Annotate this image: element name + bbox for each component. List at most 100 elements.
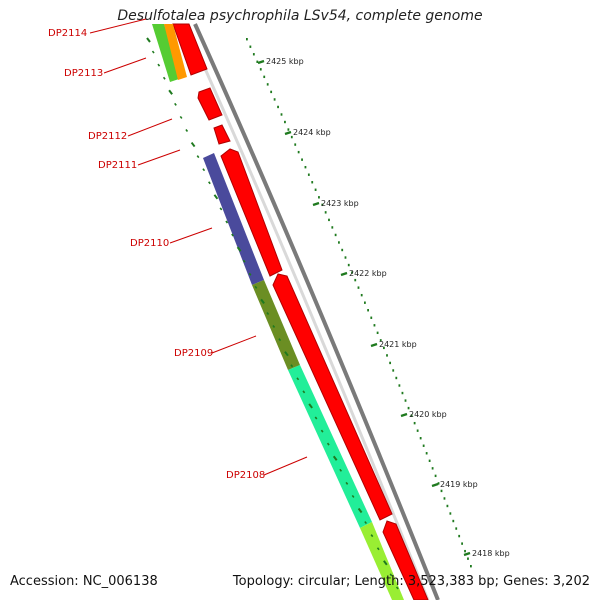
scale-minor-tick [311, 181, 314, 184]
scale-minor-tick [398, 384, 401, 387]
scale-tick-label: 2420 kbp [409, 410, 447, 419]
inner-tick [266, 311, 270, 315]
scale-minor-tick [446, 504, 449, 508]
gene-label[interactable]: DP2111 [98, 160, 137, 171]
gene-leader-line [169, 227, 213, 244]
inner-tick [190, 141, 196, 148]
scale-minor-tick [287, 128, 290, 131]
gene-leader-line [89, 18, 147, 34]
scale-minor-tick [256, 60, 259, 63]
scale-minor-tick [395, 376, 398, 380]
scale-labels: 2425 kbp 2424 kbp 2423 kbp 2422 kbp 2421 kbp… [266, 57, 510, 558]
scale-minor-tick [252, 53, 255, 56]
inner-tick [389, 573, 393, 577]
inner-tick [213, 194, 219, 200]
inner-tick [272, 325, 276, 329]
scale-minor-tick [357, 286, 360, 289]
scale-minor-tick [373, 324, 376, 327]
inner-tick [320, 429, 324, 433]
inner-tick [332, 455, 338, 461]
inner-tick [146, 37, 151, 43]
inner-tick [179, 115, 183, 119]
inner-tick [151, 50, 155, 54]
scale-minor-tick [437, 482, 440, 485]
scale-minor-tick [307, 173, 310, 176]
scale-minor-tick [407, 406, 410, 410]
inner-tick [208, 181, 211, 185]
gene-arrow-dp2110[interactable] [272, 273, 393, 521]
scale-minor-tick [331, 226, 334, 229]
inner-tick [290, 364, 294, 368]
scale-minor-tick [290, 135, 293, 139]
gene-arrow-dp2112[interactable] [213, 124, 231, 145]
scale-minor-tick [314, 188, 317, 191]
scale-minor-tick [467, 557, 469, 560]
scale-tick-label: 2419 kbp [440, 480, 478, 489]
scale-minor-tick [266, 83, 269, 86]
gene-arrow-dp2108[interactable] [382, 520, 429, 600]
inner-tick [351, 494, 355, 498]
scale-minor-tick [347, 263, 350, 267]
scale-minor-tick [401, 391, 404, 395]
gene-labels: DP2114 DP2113 DP2112 DP2111 DP2110 DP2109 DP21… [48, 18, 308, 481]
scale-minor-tick [376, 331, 379, 335]
scale-minor-tick [246, 38, 248, 41]
scale-minor-tick [443, 497, 446, 500]
inner-tick [157, 63, 161, 67]
gene-leader-line [211, 335, 257, 354]
scale-tick-track [246, 38, 472, 568]
inner-tick [345, 481, 349, 485]
scale-minor-tick [360, 293, 363, 297]
accession-text: Accession: NC_006138 [10, 574, 158, 589]
scale-minor-tick [425, 452, 428, 455]
scale-minor-tick [297, 150, 300, 154]
scale-minor-tick [370, 316, 373, 319]
cog-segment-dp2108[interactable] [288, 365, 372, 528]
gene-arrow-dp2113[interactable] [197, 87, 223, 121]
scale-minor-tick [273, 98, 276, 101]
scale-minor-tick [284, 120, 286, 124]
gene-label[interactable]: DP2113 [64, 68, 103, 79]
inner-tick [162, 76, 166, 80]
inner-tick [326, 442, 330, 446]
inner-tick [284, 351, 289, 357]
gene-label[interactable]: DP2112 [88, 131, 127, 142]
scale-minor-tick [354, 278, 357, 282]
scale-minor-tick [277, 105, 279, 109]
inner-tick [219, 207, 223, 211]
scale-minor-tick [389, 361, 392, 365]
cog-segment-dp2110[interactable] [203, 153, 264, 285]
gene-label[interactable]: DP2108 [226, 470, 265, 481]
cog-segment-dp2114[interactable] [152, 24, 182, 82]
inner-tick [296, 377, 300, 381]
gene-leader-line [127, 118, 173, 137]
gene-leader-line [263, 456, 308, 476]
inner-tick [202, 168, 206, 172]
scale-minor-tick [392, 369, 395, 372]
scale-minor-tick [280, 113, 283, 116]
cog-segment-dp2113[interactable] [164, 24, 187, 80]
gene-arrow-dp2111[interactable] [220, 148, 283, 277]
scale-minor-tick [294, 143, 297, 146]
inner-tick [314, 416, 318, 420]
cog-segment-next[interactable] [360, 522, 404, 600]
inner-tick [196, 155, 200, 159]
inner-tick [254, 285, 258, 289]
cog-track [152, 24, 404, 600]
inner-tick [231, 233, 234, 237]
scale-minor-tick [341, 248, 344, 252]
scale-minor-tick [259, 68, 262, 71]
gene-arrow-dp2114[interactable] [172, 23, 208, 76]
gene-label[interactable]: DP2109 [174, 348, 213, 359]
inner-tick [357, 507, 363, 514]
inner-tick [302, 390, 306, 394]
forward-strand-genes [172, 23, 429, 600]
inner-tick [370, 534, 374, 538]
gene-label[interactable]: DP2114 [48, 28, 87, 39]
gene-label[interactable]: DP2110 [130, 238, 169, 249]
scale-minor-tick [324, 211, 327, 214]
inner-tick [185, 129, 189, 132]
scale-minor-tick [382, 346, 385, 350]
scale-minor-tick [270, 90, 273, 94]
inner-tick [376, 547, 380, 551]
